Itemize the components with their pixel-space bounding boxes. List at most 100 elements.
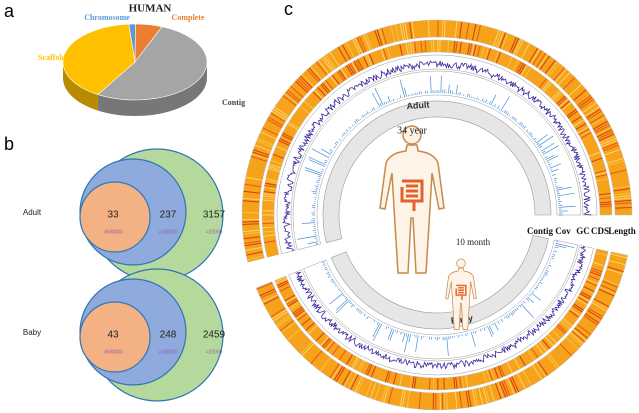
heat-stripe <box>242 197 260 201</box>
heat-stripe <box>358 35 367 52</box>
heat-stripe <box>272 153 285 159</box>
heat-stripe <box>601 139 618 148</box>
heat-stripe <box>357 58 364 70</box>
heat-stripe <box>443 377 445 390</box>
cov-spike <box>321 148 332 155</box>
cov-spike <box>324 159 328 162</box>
cov-spike <box>556 241 559 243</box>
heat-stripe <box>262 226 275 229</box>
chart-title: HUMAN <box>129 3 172 15</box>
heat-stripe <box>273 311 288 322</box>
venn-diagrams: Adult 33 >500000 237 >100000 3157 >10000 Baby 43… <box>23 148 226 402</box>
heat-stripe <box>499 32 507 49</box>
heat-stripe <box>381 385 387 403</box>
cov-spike <box>536 142 540 146</box>
heat-stripe <box>287 123 299 131</box>
cov-spike <box>372 322 381 337</box>
cov-spike <box>488 325 494 335</box>
cov-spike <box>528 131 532 135</box>
cov-spike <box>307 241 319 245</box>
heat-stripe <box>336 70 345 82</box>
heat-stripe <box>467 43 471 55</box>
cov-spike <box>549 163 562 169</box>
cov-spike <box>535 286 539 289</box>
heat-stripe <box>290 85 304 98</box>
heat-stripe <box>544 336 554 347</box>
heat-stripe <box>497 382 504 399</box>
pie-slice <box>97 26 208 101</box>
heat-stripe <box>299 75 313 89</box>
cov-spike <box>360 311 363 315</box>
cov-spike <box>555 244 567 249</box>
heat-stripe <box>614 207 632 209</box>
cov-spike <box>359 118 361 121</box>
heat-stripe <box>565 337 579 350</box>
cov-spike <box>497 105 500 110</box>
cov-spike <box>403 87 407 97</box>
heat-stripe <box>382 48 388 61</box>
heat-stripe <box>584 313 600 324</box>
heat-stripe <box>528 47 539 63</box>
heat-stripe <box>538 78 548 89</box>
heat-stripe <box>323 55 335 71</box>
panel-label: c <box>284 0 293 19</box>
heat-stripe <box>369 382 377 399</box>
heat-stripe <box>566 108 577 117</box>
heat-stripe <box>614 202 632 205</box>
heat-stripe <box>469 43 473 56</box>
cov-spike <box>505 111 508 115</box>
heat-stripe <box>517 373 526 390</box>
cov-spike <box>402 332 406 342</box>
heat-stripe <box>592 261 605 267</box>
ring-border <box>241 19 633 263</box>
heat-stripe <box>497 31 504 48</box>
heat-stripe <box>308 325 318 335</box>
heat-stripe <box>482 371 487 384</box>
cov-spike <box>333 281 336 284</box>
cov-spike <box>548 165 551 167</box>
heat-stripe <box>294 309 305 318</box>
heat-stripe <box>573 329 587 341</box>
heat-stripe <box>253 149 270 156</box>
heat-stripe <box>242 229 260 233</box>
heat-stripe <box>262 230 275 233</box>
heat-stripe <box>476 45 481 58</box>
cov-spike <box>399 79 406 98</box>
cov-spike <box>468 94 471 98</box>
cov-spike <box>538 145 543 149</box>
cov-spike <box>541 150 546 154</box>
cov-spike <box>326 271 330 275</box>
cov-spike <box>528 295 530 297</box>
heat-stripe <box>602 278 620 286</box>
heat-stripe <box>244 183 262 188</box>
figure-gut <box>455 284 467 300</box>
cov-spike <box>334 145 337 147</box>
cov-spike <box>301 222 316 224</box>
heat-stripe <box>573 303 585 311</box>
threshold-label: >10000 <box>206 349 223 355</box>
track-label: Contig <box>527 226 554 236</box>
heat-stripe <box>297 312 308 321</box>
heat-stripe <box>293 308 304 316</box>
cov-spike <box>321 170 323 173</box>
heat-stripe <box>420 40 423 53</box>
heat-stripe <box>602 142 619 150</box>
cov-spike <box>488 100 491 105</box>
heat-stripe <box>348 373 357 389</box>
human-figure <box>445 258 477 330</box>
heat-stripe <box>501 33 509 50</box>
heat-stripe <box>276 316 292 328</box>
heat-stripe <box>590 269 602 275</box>
heat-stripe <box>273 108 288 119</box>
cov-spike <box>348 301 352 304</box>
heat-stripe <box>323 81 332 92</box>
cov-spike <box>500 96 510 112</box>
cov-spike <box>315 243 319 245</box>
figure-head <box>402 125 422 145</box>
heat-stripe <box>578 128 590 136</box>
heat-stripe <box>368 53 375 65</box>
heat-stripe <box>298 77 312 90</box>
heat-stripe <box>571 330 586 343</box>
cov-spike <box>338 288 340 290</box>
heat-stripe <box>285 91 300 103</box>
